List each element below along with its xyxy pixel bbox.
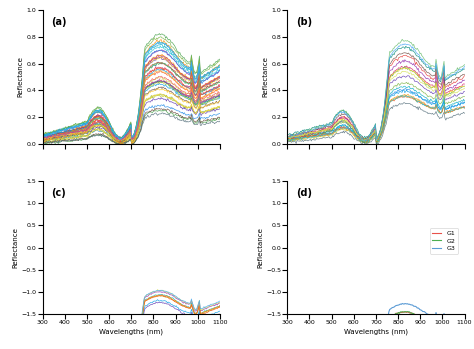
G2 [462, 321, 467, 325]
G1 [462, 320, 467, 324]
G3 [455, 315, 460, 320]
Y-axis label: Reflectance: Reflectance [18, 57, 24, 97]
G3 [399, 302, 405, 306]
Y-axis label: Reflectance: Reflectance [263, 57, 268, 97]
Text: (c): (c) [52, 188, 66, 198]
G2 [402, 310, 408, 314]
Text: (b): (b) [296, 17, 312, 27]
Line: G3: G3 [287, 304, 465, 349]
G2 [448, 326, 454, 330]
Text: (d): (d) [296, 188, 312, 198]
Line: G2: G2 [287, 312, 465, 349]
G2 [455, 323, 460, 327]
Legend: G1, G2, G3: G1, G2, G3 [429, 228, 458, 254]
X-axis label: Wavelengths (nm): Wavelengths (nm) [99, 328, 163, 335]
Text: (a): (a) [52, 17, 67, 27]
G1 [448, 326, 454, 331]
Line: G1: G1 [287, 312, 465, 349]
X-axis label: Wavelengths (nm): Wavelengths (nm) [344, 328, 408, 335]
G1 [455, 324, 460, 328]
G3 [448, 318, 454, 322]
G3 [462, 312, 467, 317]
Y-axis label: Reflectance: Reflectance [13, 227, 18, 268]
G1 [405, 310, 410, 314]
Y-axis label: Reflectance: Reflectance [257, 227, 263, 268]
